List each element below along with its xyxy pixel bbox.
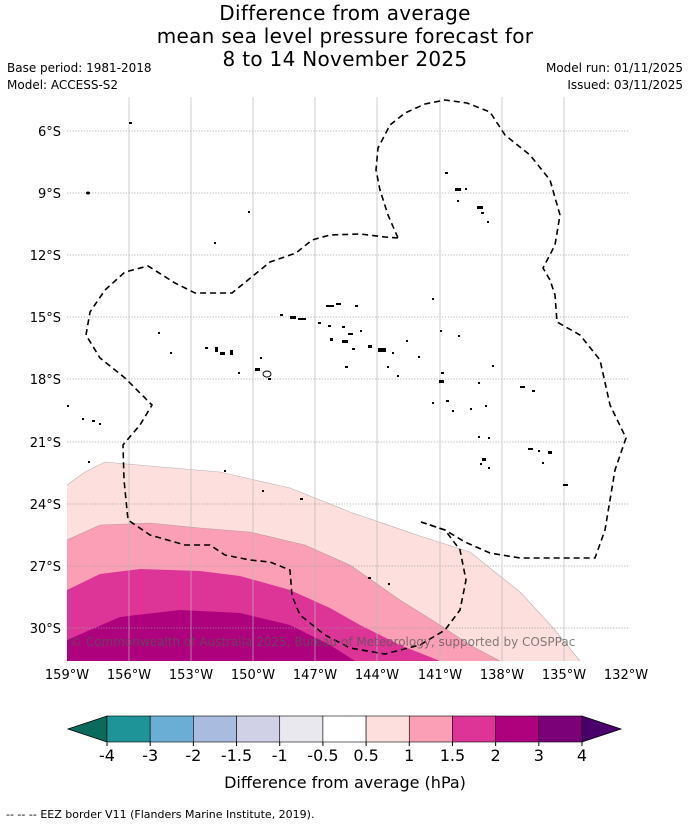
colorbar-tick-label: -0.5 — [307, 746, 338, 765]
map-panel: © Commonwealth of Australia 2025, Bureau… — [67, 97, 630, 661]
colorbar-tick-label: 0.5 — [353, 746, 378, 765]
colorbar-tick-label: -1 — [272, 746, 288, 765]
colorbar-segment — [149, 715, 194, 743]
lat-label: 6°S — [38, 125, 61, 140]
colorbar-segment — [365, 715, 410, 743]
colorbar-tick-label: 2 — [491, 746, 501, 765]
eez-legend-text: EEZ border V11 (Flanders Marine Institut… — [40, 808, 315, 821]
colorbar-segment — [538, 715, 583, 743]
eez-border-outer — [85, 233, 467, 655]
copyright-notice: © Commonwealth of Australia 2025, Bureau… — [70, 635, 575, 649]
colorbar-segment — [236, 715, 281, 743]
title-line-2: mean sea level pressure forecast for — [156, 24, 534, 48]
colorbar-segment — [193, 715, 237, 743]
lat-label: 18°S — [30, 373, 61, 388]
issued-date: Issued: 03/11/2025 — [567, 78, 683, 92]
lat-label: 9°S — [38, 187, 61, 202]
base-period: Base period: 1981-2018 — [7, 61, 152, 75]
lon-label: 147°W — [293, 668, 337, 683]
colorbar-extend-high — [581, 715, 623, 743]
colorbar-tick-label: 3 — [534, 746, 544, 765]
eez-legend-symbol: -- -- -- — [6, 808, 37, 821]
title-line-1: Difference from average — [219, 1, 471, 25]
lon-label: 156°W — [107, 668, 151, 683]
islands — [67, 122, 568, 585]
anomaly-band-2 — [67, 610, 355, 661]
eez-legend: -- -- -- EEZ border V11 (Flanders Marine… — [6, 808, 314, 821]
lat-label: 27°S — [30, 560, 61, 575]
model-run: Model run: 01/11/2025 — [545, 61, 683, 75]
title-line-3: 8 to 14 November 2025 — [222, 47, 468, 71]
colorbar-segment — [495, 715, 540, 743]
colorbar-tick-label: -4 — [99, 746, 115, 765]
lon-label: 135°W — [542, 668, 586, 683]
colorbar-segment — [279, 715, 324, 743]
lat-label: 15°S — [30, 311, 61, 326]
lat-label: 24°S — [30, 498, 61, 513]
colorbar-tick-label: 1.5 — [440, 746, 465, 765]
lon-label: 138°W — [480, 668, 524, 683]
colorbar-segment — [408, 715, 453, 743]
colorbar-tick-label: -2 — [185, 746, 201, 765]
colorbar-segment — [452, 715, 496, 743]
lat-label: 30°S — [30, 622, 61, 637]
colorbar-extend-low — [66, 715, 108, 743]
lon-label: 132°W — [604, 668, 648, 683]
colorbar-tick-label: -1.5 — [221, 746, 252, 765]
lon-gridlines — [128, 97, 565, 661]
colorbar: -4 -3 -2 -1.5 -1 -0.5 0.5 1 1.5 2 3 4 — [66, 715, 623, 765]
lon-label: 153°W — [169, 668, 213, 683]
lon-label: 141°W — [418, 668, 462, 683]
lat-label: 21°S — [30, 436, 61, 451]
colorbar-tick-label: -3 — [142, 746, 158, 765]
eez-border-east — [375, 99, 627, 559]
colorbar-label: Difference from average (hPa) — [224, 773, 466, 792]
lon-label: 144°W — [355, 668, 399, 683]
model-name: Model: ACCESS-S2 — [7, 78, 119, 92]
lat-label: 12°S — [30, 249, 61, 264]
lon-label: 150°W — [231, 668, 275, 683]
colorbar-segment — [322, 715, 367, 743]
colorbar-tick-label: 1 — [404, 746, 414, 765]
colorbar-tick-label: 4 — [577, 746, 587, 765]
colorbar-segment — [106, 715, 151, 743]
lon-label: 159°W — [45, 668, 89, 683]
